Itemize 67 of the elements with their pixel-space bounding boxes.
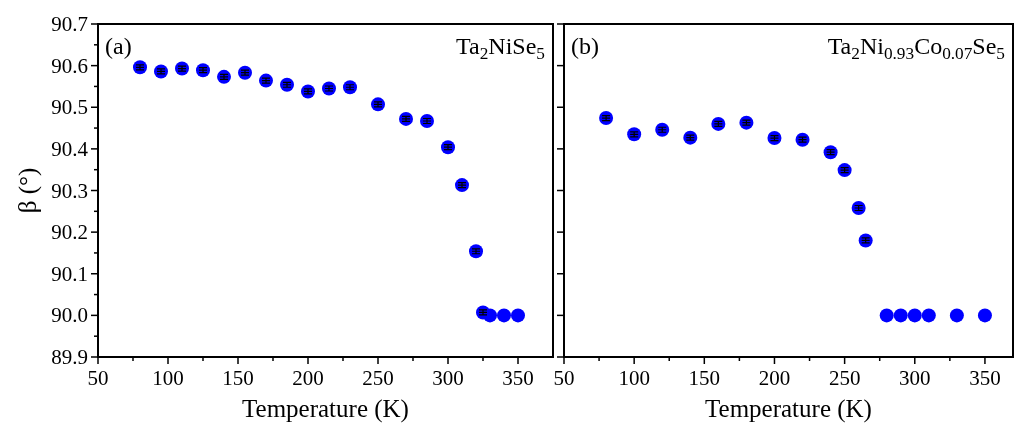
annotation: (a) [105, 33, 132, 59]
point [441, 140, 455, 155]
y-tick-label: 89.9 [51, 345, 88, 369]
y-tick-label: 90.6 [51, 53, 88, 78]
y-tick-label: 90.4 [51, 136, 89, 161]
x-tick-label: 250 [828, 366, 861, 390]
point [322, 81, 336, 96]
point [907, 308, 922, 323]
point [196, 63, 210, 78]
y-tick-label: 90.3 [51, 178, 88, 203]
x-tick-label: 300 [432, 366, 464, 390]
point [767, 131, 782, 146]
point [739, 115, 754, 130]
point [420, 113, 434, 128]
x-tick-label: 200 [758, 366, 791, 390]
point [683, 130, 698, 145]
point [837, 163, 852, 178]
point [399, 111, 413, 126]
x-axis-title: Temperature (K) [242, 395, 409, 423]
annotation: Ta$_{2}$Ni$_{0.93}$Co$_{0.07}$Se$_{5}$ [827, 33, 1005, 64]
point [949, 308, 964, 323]
point [851, 200, 866, 215]
x-tick-label: 100 [152, 366, 184, 390]
point [627, 127, 642, 142]
point [711, 116, 726, 131]
point [469, 244, 483, 259]
point [511, 308, 525, 323]
point [893, 308, 908, 323]
point [343, 80, 357, 95]
point [154, 64, 168, 79]
point [599, 111, 614, 126]
y-tick-label: 90.5 [51, 95, 88, 120]
point [497, 308, 511, 323]
y-tick-label: 90.0 [51, 303, 88, 328]
point [455, 178, 469, 193]
x-tick-label: 350 [969, 366, 1001, 390]
point [795, 132, 810, 147]
x-tick-label: 150 [688, 366, 721, 390]
point [217, 69, 231, 84]
x-tick-label: 300 [899, 366, 931, 390]
x-tick-label: 150 [222, 366, 254, 390]
point [879, 308, 894, 323]
annotation: Ta$_{2}$NiSe$_{5}$ [456, 33, 545, 64]
y-tick-label: 90.7 [51, 12, 88, 36]
point [175, 61, 189, 76]
point [371, 97, 385, 112]
point [921, 308, 936, 323]
x-tick-label: 100 [618, 366, 650, 390]
x-tick-label: 50 [87, 366, 109, 390]
point [655, 122, 670, 137]
point [280, 77, 294, 92]
x-tick-label: 200 [292, 366, 324, 390]
x-tick-label: 350 [502, 366, 534, 390]
point [238, 65, 252, 80]
annotation: (b) [571, 33, 599, 59]
y-axis-title: β (°) [14, 167, 42, 214]
point [301, 84, 315, 99]
x-tick-label: 250 [362, 366, 394, 390]
point [977, 308, 992, 323]
point [858, 233, 873, 248]
point [259, 73, 273, 88]
x-tick-label: 50 [553, 366, 575, 390]
point [823, 145, 838, 160]
y-tick-label: 90.2 [51, 220, 88, 245]
y-tick-label: 90.1 [51, 261, 88, 286]
point [133, 60, 147, 75]
x-axis-title: Temperature (K) [705, 395, 872, 423]
